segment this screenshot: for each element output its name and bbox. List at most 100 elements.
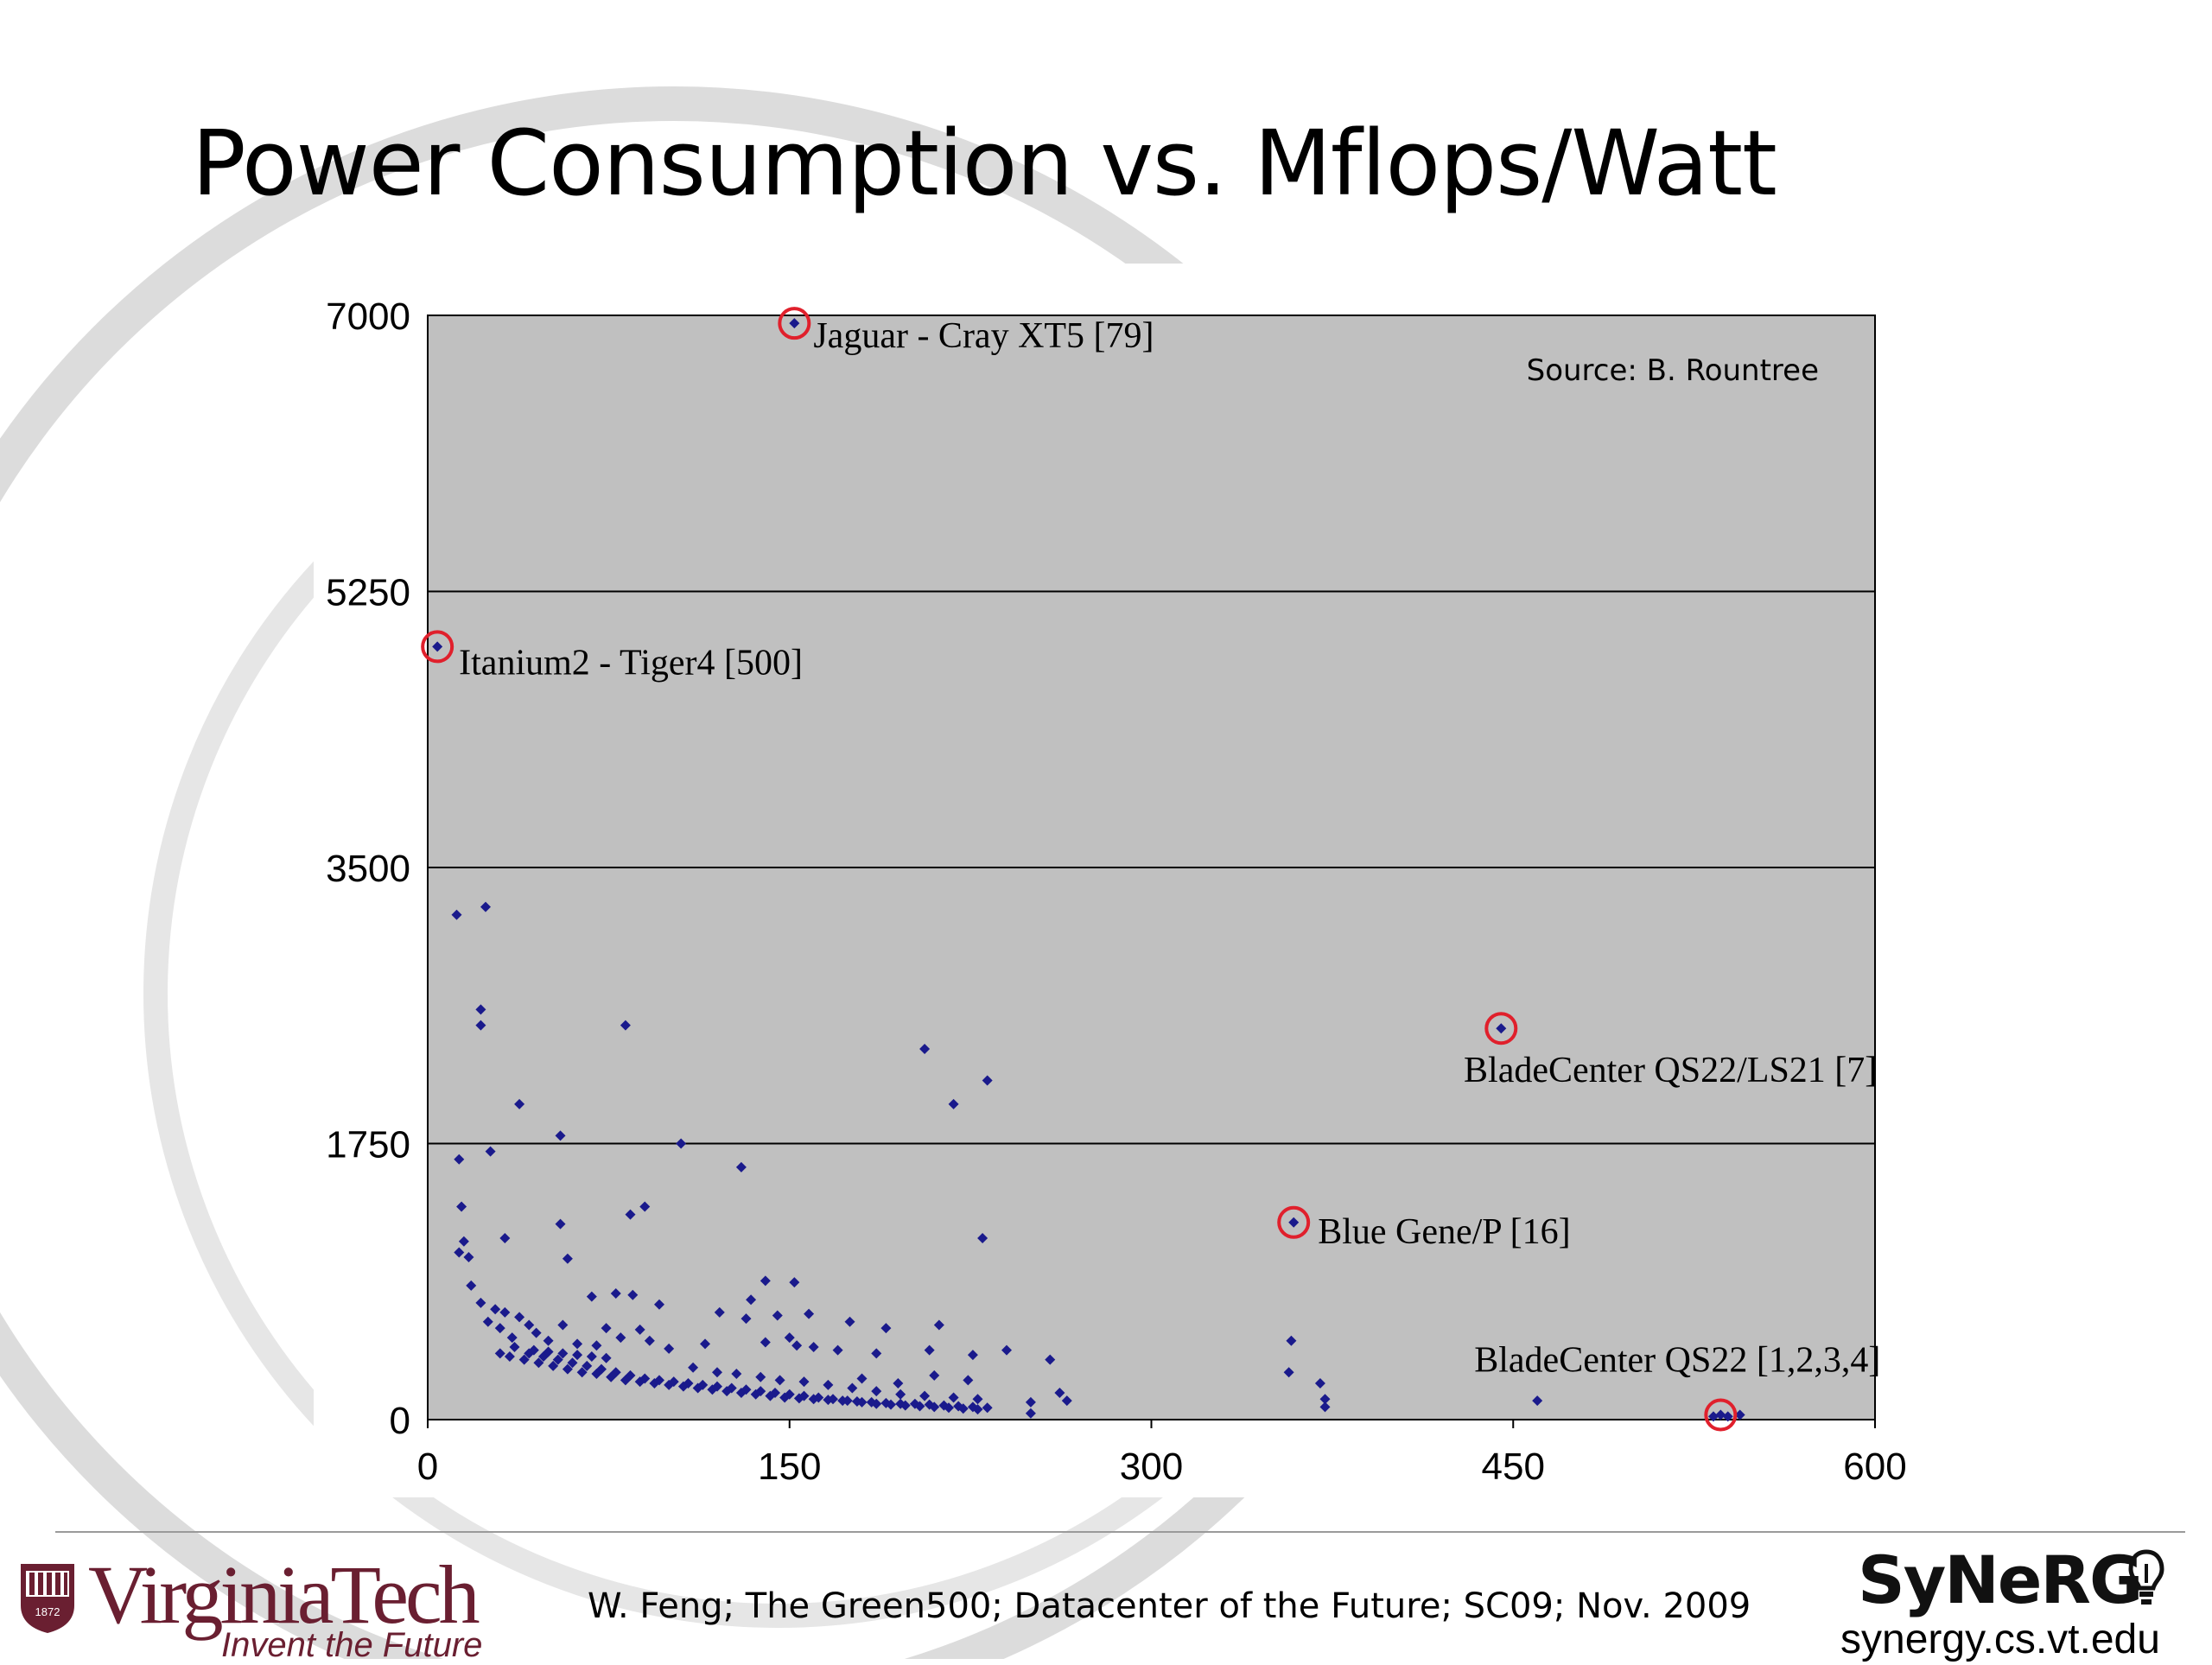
data-point: [533, 1357, 544, 1369]
data-point: [982, 1075, 993, 1086]
data-point: [610, 1287, 621, 1299]
data-point: [586, 1291, 597, 1302]
highlighted-point: [1496, 1023, 1507, 1034]
data-point: [784, 1332, 795, 1344]
x-tick-label: 0: [417, 1446, 438, 1488]
data-point: [982, 1402, 993, 1414]
point-label: BladeCenter QS22/LS21 [7]: [1464, 1051, 1877, 1090]
data-point: [714, 1306, 725, 1318]
data-point: [504, 1350, 515, 1362]
data-point: [562, 1253, 573, 1264]
data-point: [456, 1201, 467, 1212]
data-point: [528, 1344, 539, 1356]
highlighted-point: [1288, 1217, 1300, 1228]
synergy-url: synergy.cs.vt.edu: [1840, 1617, 2160, 1662]
data-point: [531, 1327, 542, 1338]
x-axis-ticks: 0 150 300 450 600: [417, 1420, 1907, 1488]
data-point: [798, 1376, 810, 1388]
data-point: [567, 1357, 578, 1369]
footer-divider: [55, 1531, 2185, 1533]
data-point: [480, 901, 491, 912]
data-point: [808, 1342, 819, 1353]
data-point: [760, 1275, 771, 1287]
data-point: [726, 1382, 737, 1394]
data-point: [924, 1344, 935, 1356]
data-point: [697, 1379, 709, 1390]
data-point: [972, 1394, 983, 1405]
highlighted-point: [432, 641, 443, 652]
data-point: [977, 1233, 988, 1244]
data-point: [1286, 1335, 1297, 1346]
data-point: [871, 1398, 882, 1409]
data-point: [760, 1337, 771, 1348]
data-point: [543, 1346, 554, 1357]
data-point: [596, 1363, 607, 1375]
data-point: [1001, 1344, 1012, 1356]
data-point: [798, 1390, 810, 1401]
data-point: [676, 1138, 687, 1149]
data-point: [485, 1146, 496, 1157]
data-point: [639, 1201, 651, 1212]
data-point: [499, 1306, 511, 1318]
data-point: [847, 1382, 858, 1394]
data-point: [741, 1313, 752, 1325]
data-point: [1319, 1394, 1331, 1405]
highlight-ring: [1484, 1012, 1518, 1045]
data-point: [654, 1375, 664, 1386]
data-point: [712, 1381, 722, 1392]
data-point: [774, 1375, 785, 1386]
highlight-ring: [1277, 1205, 1311, 1239]
data-point: [482, 1316, 493, 1327]
data-point: [844, 1316, 855, 1327]
data-point: [499, 1233, 511, 1244]
data-point: [644, 1335, 655, 1346]
source-note: Source: B. Rountree: [1527, 353, 1819, 388]
data-point: [552, 1354, 563, 1365]
highlighted-point: [789, 318, 800, 329]
data-point: [514, 1098, 525, 1109]
data-point: [555, 1130, 566, 1141]
data-point: [572, 1350, 583, 1361]
synergy-wordmark: SyNeRG: [1858, 1541, 2143, 1618]
data-points: [451, 901, 1745, 1422]
data-point: [494, 1323, 505, 1334]
data-point: [509, 1342, 520, 1353]
point-label: BladeCenter QS22 [1,2,3,4]: [1474, 1341, 1880, 1381]
y-tick-label: 5250: [326, 572, 410, 614]
vt-shield-icon: 1872: [21, 1564, 74, 1633]
data-point: [944, 1402, 954, 1414]
y-tick-label: 1750: [326, 1124, 410, 1166]
highlighted-point: [1715, 1409, 1726, 1420]
data-point: [557, 1319, 569, 1331]
data-point: [755, 1371, 766, 1382]
data-point: [948, 1098, 959, 1109]
data-point: [610, 1367, 621, 1378]
data-point: [972, 1404, 983, 1415]
data-point: [856, 1373, 868, 1384]
data-point: [1532, 1395, 1543, 1407]
data-point: [586, 1350, 597, 1362]
data-point: [1319, 1401, 1331, 1413]
data-point: [475, 1297, 486, 1308]
data-point: [755, 1386, 766, 1397]
x-tick-label: 450: [1482, 1446, 1545, 1488]
data-point: [929, 1401, 940, 1413]
data-point: [454, 1153, 465, 1165]
y-tick-label: 3500: [326, 848, 410, 890]
data-point: [572, 1338, 583, 1350]
data-point: [832, 1344, 843, 1356]
data-point: [664, 1343, 675, 1354]
x-tick-label: 150: [758, 1446, 821, 1488]
lightbulb-icon: [2128, 1549, 2164, 1605]
data-point: [494, 1348, 505, 1359]
data-point: [1707, 1411, 1719, 1422]
data-point: [772, 1310, 783, 1321]
data-point: [668, 1376, 679, 1388]
synergy-logo: SyNeRG synergy.cs.vt.edu: [1815, 1541, 2212, 1662]
data-point: [543, 1335, 554, 1346]
x-tick-label: 300: [1120, 1446, 1183, 1488]
data-point: [634, 1324, 645, 1335]
data-point: [1054, 1387, 1065, 1398]
data-point: [893, 1378, 904, 1389]
